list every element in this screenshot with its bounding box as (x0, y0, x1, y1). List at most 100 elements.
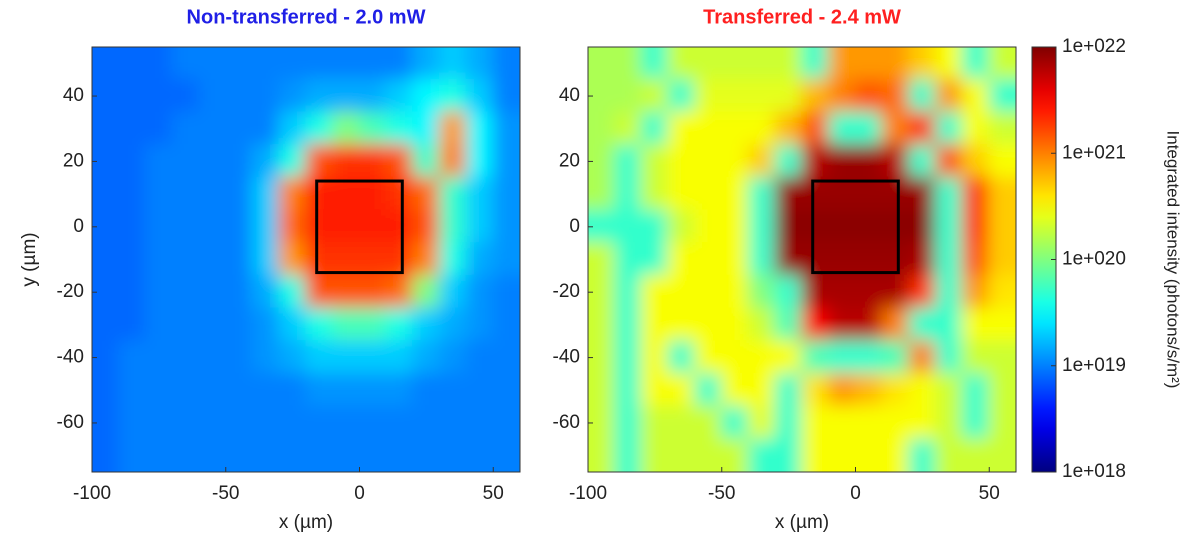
heatmap-cell (117, 242, 147, 277)
heatmap-cell (385, 78, 414, 114)
heatmap-cell (278, 209, 307, 245)
heatmap-cell (331, 47, 361, 81)
x-tick-label: 50 (979, 483, 1000, 504)
heatmap-cell (854, 340, 884, 375)
heatmap-cell (908, 307, 937, 343)
heatmap-cell (224, 144, 254, 179)
heatmap-cell (385, 307, 414, 343)
heatmap-cell (908, 405, 937, 441)
colorbar-tick-label: 1e+021 (1062, 142, 1126, 163)
heatmap-cell (198, 47, 227, 81)
x-tick-label: -100 (73, 483, 111, 504)
heatmap-cell (934, 340, 964, 375)
heatmap-cell (747, 340, 777, 375)
heatmap-cell (492, 405, 520, 441)
heatmap-cell (492, 242, 520, 277)
heatmap-cell (588, 438, 616, 472)
heatmap-cell (640, 340, 670, 375)
heatmap-cell (801, 209, 830, 245)
heatmap-cell (385, 176, 414, 212)
heatmap-cell (640, 111, 670, 147)
heatmap-cell (144, 438, 174, 472)
heatmap-cell (801, 274, 830, 310)
heatmap-cell (305, 144, 334, 179)
heatmap-cell (988, 405, 1016, 441)
heatmap-cell (827, 438, 857, 472)
heatmap-cell (331, 340, 361, 375)
heatmap-cell (908, 340, 937, 375)
heatmap-cell (278, 307, 307, 343)
heatmap-cell (465, 78, 495, 114)
heatmap-cell (774, 438, 803, 472)
heatmap-cell (465, 372, 495, 408)
heatmap-cell (988, 372, 1016, 408)
heatmap-cell (92, 372, 120, 408)
x-tick-label: 50 (483, 483, 504, 504)
heatmap-cell (492, 438, 520, 472)
heatmap-cell (908, 144, 937, 179)
heatmap-cell (92, 176, 120, 212)
heatmap-cell (908, 209, 937, 245)
heatmap-cell (640, 47, 670, 81)
heatmap-cell (198, 405, 227, 441)
colorbar-tick-label: 1e+020 (1062, 249, 1126, 270)
x-axis-label: x (µm) (279, 512, 333, 533)
heatmap-cell (144, 405, 174, 441)
heatmap-cell (438, 242, 468, 277)
heatmap-cell (358, 144, 388, 179)
heatmap-cell (613, 209, 643, 245)
heatmap-cell (961, 47, 991, 81)
heatmap-cell (613, 405, 643, 441)
heatmap-cell (117, 274, 147, 310)
heatmap-cell (613, 176, 643, 212)
heatmap-cell (908, 438, 937, 472)
heatmap-cell (613, 111, 643, 147)
heatmap-cell (278, 111, 307, 147)
plot-frame (587, 46, 1017, 473)
y-tick-label: -60 (57, 412, 84, 433)
heatmap-cell (854, 274, 884, 310)
heatmap-cell (438, 274, 468, 310)
heatmap-cell (881, 340, 910, 375)
heatmap-cell (305, 340, 334, 375)
heatmap-cell (961, 372, 991, 408)
heatmap-cell (961, 78, 991, 114)
heatmap-cell (492, 340, 520, 375)
heatmap-cell (988, 111, 1016, 147)
heatmap-cell (465, 176, 495, 212)
heatmap-cell (438, 47, 468, 81)
heatmap-cell (385, 438, 414, 472)
heatmap-cell (117, 144, 147, 179)
heatmap-cell (251, 47, 281, 81)
heatmap-cell (801, 372, 830, 408)
heatmap-cell (988, 47, 1016, 81)
heatmap-cell (412, 144, 441, 179)
heatmap-cell (358, 176, 388, 212)
heatmap-cell (117, 438, 147, 472)
heatmap-cell (305, 405, 334, 441)
heatmap-cell (961, 144, 991, 179)
heatmap-cell (720, 372, 750, 408)
heatmap-cell (720, 47, 750, 81)
y-tick-label: -60 (553, 412, 580, 433)
heatmap-cell (385, 242, 414, 277)
heatmap-cell (385, 274, 414, 310)
heatmap-cell (144, 47, 174, 81)
colorbar-label: Integrated intensity (photons/s/m²) (1164, 131, 1183, 389)
heatmap-cell (465, 340, 495, 375)
heatmap-cell (908, 242, 937, 277)
heatmap-cell (827, 274, 857, 310)
heatmap-cell (827, 340, 857, 375)
heatmap-cell (412, 274, 441, 310)
heatmap-cell (198, 144, 227, 179)
heatmap-cell (144, 144, 174, 179)
heatmap-cell (667, 405, 696, 441)
x-axis-label: x (µm) (775, 512, 829, 533)
heatmap-cell (694, 274, 723, 310)
heatmap-cell (827, 307, 857, 343)
heatmap-cell (465, 47, 495, 81)
heatmap-cell (492, 78, 520, 114)
y-tick-label: 0 (569, 216, 580, 237)
heatmap-cell (640, 209, 670, 245)
heatmap-cell (331, 307, 361, 343)
